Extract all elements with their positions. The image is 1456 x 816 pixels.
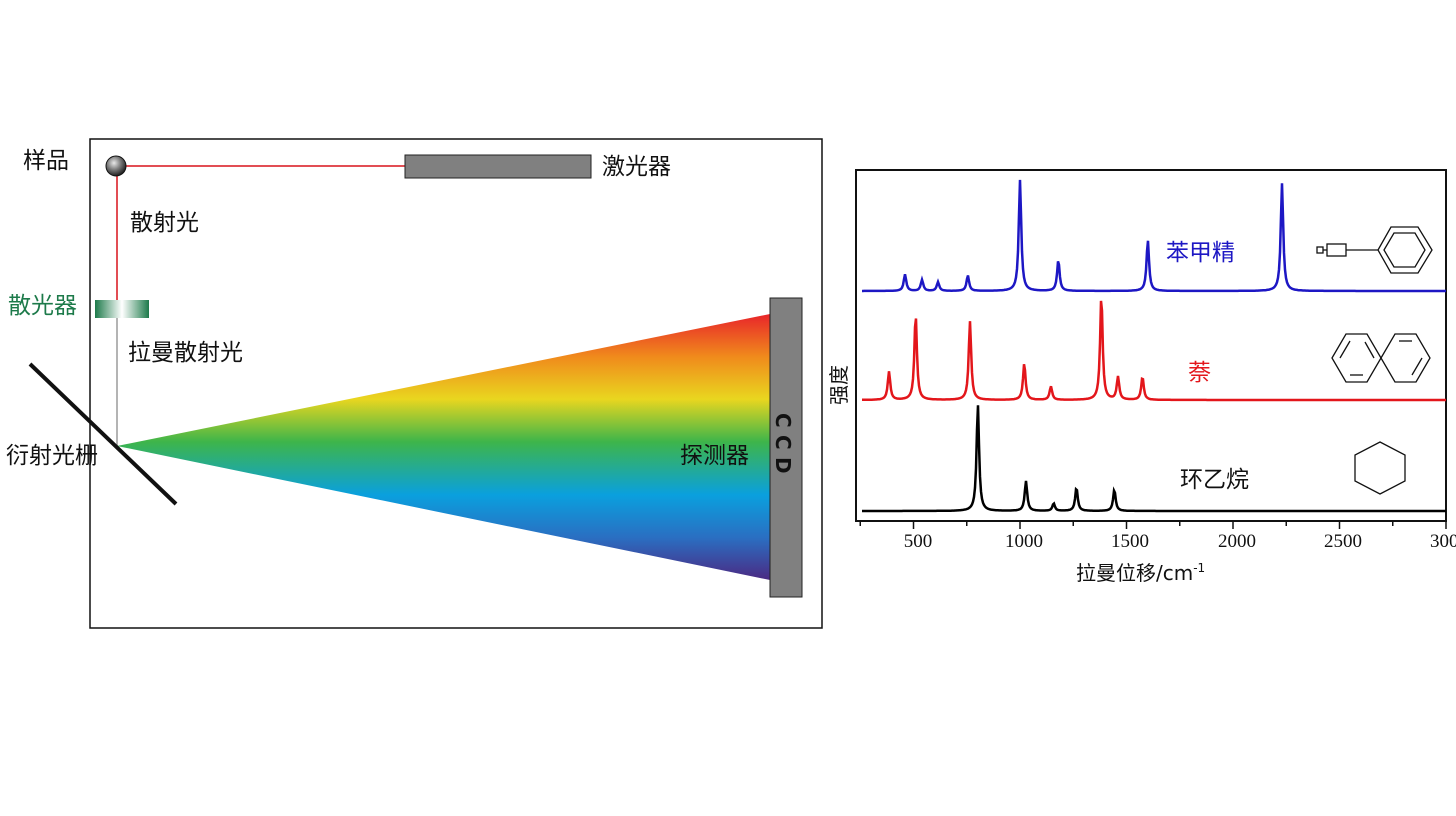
x-tick-labels: 500 1000 1500 2000 2500 3000 [904,531,1456,552]
x-tick-label: 1500 [1111,531,1149,552]
plot-frame [855,169,1447,522]
x-axis-title: 拉曼位移/cm-1 [1076,561,1205,585]
spectrum-line-1 [862,179,1446,293]
diffuser-label: 散光器 [8,293,77,319]
laser-body [404,154,592,179]
x-tick-label: 2500 [1324,531,1362,552]
x-axis-ticks [859,521,1447,529]
sample-sphere [105,155,127,177]
naphthalene-structure-icon [1331,333,1431,383]
laser-label: 激光器 [602,154,671,180]
x-tick-label: 3000 [1430,531,1456,552]
ccd-letter: C [771,413,795,428]
spectrum-lines [862,179,1446,513]
x-tick-label: 500 [904,531,933,552]
benzonitrile-structure-icon [1316,226,1433,274]
ccd-letter: D [771,457,795,474]
sample-label: 样品 [23,148,69,174]
spectrum-line-3 [862,405,1446,513]
spectrum-line-2 [862,300,1446,402]
diffuser [95,300,149,318]
compound-label-naphthalene: 萘 [1188,360,1211,386]
detector-label: 探测器 [680,443,749,469]
x-tick-label: 1000 [1005,531,1043,552]
diagram-frame [89,138,823,629]
compound-label-benzonitrile: 苯甲精 [1166,240,1235,266]
grating-label: 衍射光栅 [6,443,98,469]
dispersion-fan [117,314,770,580]
x-tick-label: 2000 [1218,531,1256,552]
diffraction-grating [28,362,178,506]
raman-scattered-light-label: 拉曼散射光 [128,340,243,366]
cyclohexane-structure-icon [1354,441,1406,495]
ccd-detector [769,297,803,598]
raman-spectra-chart: 500 1000 1500 2000 2500 3000 拉曼位移/cm-1 强… [827,169,1456,585]
y-axis-title: 强度 [827,365,851,405]
scattered-light-label: 散射光 [130,210,199,236]
ccd-letter: C [771,435,795,450]
compound-label-cyclohexane: 环乙烷 [1180,467,1249,493]
